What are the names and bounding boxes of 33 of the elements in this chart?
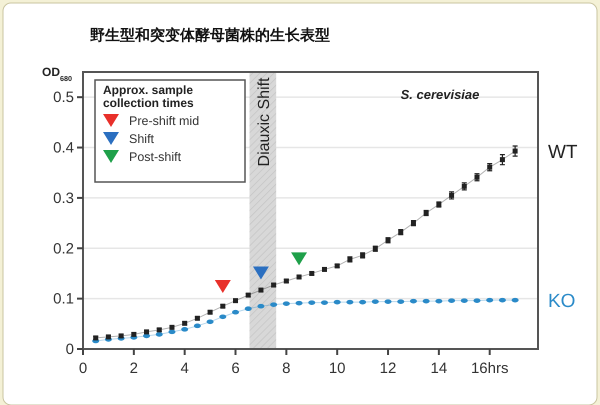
x-tick-label: 10 — [328, 360, 346, 377]
point — [291, 252, 308, 266]
chart-title: 野生型和突变体酵母菌株的生长表型 — [90, 26, 330, 44]
legend-label: Pre-shift mid — [129, 114, 200, 128]
point — [244, 306, 252, 312]
point — [232, 310, 240, 315]
point — [214, 280, 231, 294]
y-tick-label: 0.1 — [53, 290, 74, 308]
legend-title: Approx. sample collection times — [103, 83, 194, 110]
point — [252, 266, 269, 280]
x-tick-label: 16hrs — [470, 360, 508, 377]
band-label: Diauxic Shift — [256, 76, 273, 166]
point — [512, 148, 518, 154]
x-tick-label: 0 — [78, 360, 88, 377]
series-label: KO — [548, 291, 576, 312]
y-tick-label: 0.2 — [53, 240, 74, 258]
y-tick-label: 0 — [66, 341, 74, 358]
series-label: WT — [548, 142, 578, 164]
x-tick-label: 12 — [380, 360, 396, 377]
point — [219, 314, 226, 320]
x-tick-label: 2 — [130, 360, 138, 377]
y-tick-label: 0.3 — [53, 190, 74, 207]
legend-label: Post-shift — [129, 150, 182, 164]
y-tick-label: 0.4 — [53, 140, 74, 157]
y-axis-title: OD$_{680}$ — [42, 65, 72, 82]
x-tick-label: 6 — [231, 360, 240, 377]
point — [500, 157, 505, 162]
legend-label: Shift — [129, 132, 155, 146]
annotation: S. cerevisiae — [400, 87, 480, 102]
x-tick-label: 4 — [180, 360, 189, 377]
y-tick-label: 0.5 — [53, 89, 74, 106]
x-tick-label: 8 — [282, 360, 291, 377]
x-tick-label: 14 — [430, 360, 448, 377]
